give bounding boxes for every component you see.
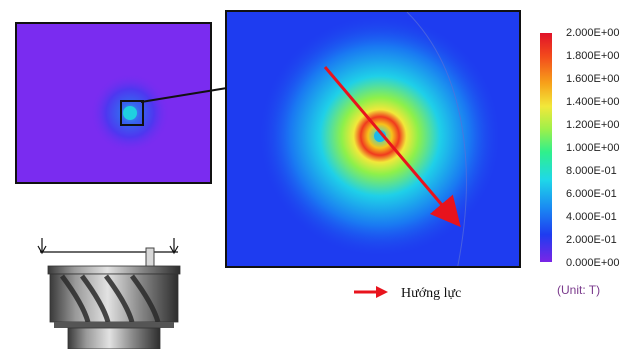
force-direction-label: Hướng lực xyxy=(401,286,462,301)
colorbar-tick: 1.400E+00 xyxy=(566,96,620,108)
load-arrow-icon xyxy=(37,238,47,255)
colorbar-tick: 2.000E-01 xyxy=(566,234,617,246)
colorbar-tick: 1.600E+00 xyxy=(566,73,620,85)
colorbar-tick: 1.200E+00 xyxy=(566,119,620,131)
colorbar-tick: 8.000E-01 xyxy=(566,165,617,177)
field-overview-plot xyxy=(15,22,212,184)
colorbar-tick: 0.000E+00 xyxy=(566,257,620,269)
rotor-shaft-sketch xyxy=(37,238,181,349)
force-direction-arrow xyxy=(323,66,461,228)
color-scale-bar xyxy=(540,33,552,262)
force-direction-arrow-icon xyxy=(354,286,388,298)
field-zoom-plot xyxy=(225,10,521,268)
load-arrow-icon xyxy=(169,238,179,255)
colorbar-tick: 1.800E+00 xyxy=(566,50,620,62)
unit-label: (Unit: T) xyxy=(557,283,601,297)
colorbar-tick: 6.000E-01 xyxy=(566,188,617,200)
colorbar-tick: 2.000E+00 xyxy=(566,27,620,39)
zoom-field-map xyxy=(227,12,519,266)
colorbar-tick: 4.000E-01 xyxy=(566,211,617,223)
overview-field-map xyxy=(17,24,210,182)
zoom-region-marker xyxy=(120,100,144,126)
colorbar-tick: 1.000E+00 xyxy=(566,142,620,154)
